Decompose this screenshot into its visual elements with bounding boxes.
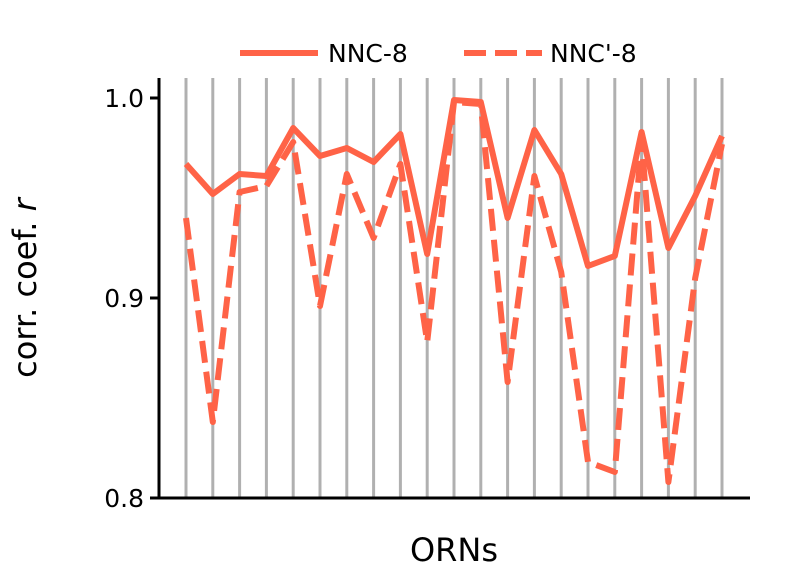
x-axis-label: ORNs <box>410 531 498 569</box>
series-line-nnc-8 <box>183 97 725 269</box>
y-axis-label-text: corr. coef. <box>6 211 44 377</box>
y-ticks: 0.8 0.9 1.0 <box>104 84 159 513</box>
y-tick-label: 0.8 <box>104 484 144 513</box>
y-tick-label: 1.0 <box>104 84 144 113</box>
axes <box>157 78 750 500</box>
legend-label-nnc-8: NNC-8 <box>328 39 408 68</box>
y-tick-label: 0.9 <box>104 284 144 313</box>
y-axis-label: corr. coef. r <box>6 196 44 377</box>
legend: NNC-8 NNC'-8 <box>240 39 637 68</box>
legend-label-nnc-prime-8: NNC'-8 <box>550 39 637 68</box>
series-layer <box>183 97 725 485</box>
series-line-nnc-prime-8 <box>183 99 725 485</box>
y-axis-label-symbol: r <box>6 196 44 211</box>
vertical-grid-lines <box>184 78 724 498</box>
